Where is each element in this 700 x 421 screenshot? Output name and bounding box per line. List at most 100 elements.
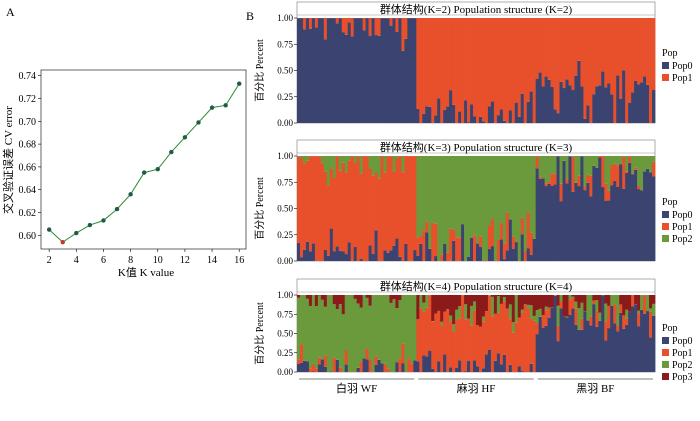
- structure-bar-pop2: [520, 156, 525, 218]
- structure-bar-pop0: [443, 243, 447, 261]
- structure-bar-pop1: [490, 316, 495, 372]
- structure-bar-pop1: [440, 254, 444, 261]
- structure-bar-pop1: [434, 313, 438, 372]
- structure-bar-pop0: [377, 359, 381, 372]
- structure-bar-pop1: [628, 18, 632, 103]
- structure-bar-pop0: [467, 256, 471, 261]
- structure-bar-pop0: [395, 31, 399, 124]
- structure-bar-pop0: [571, 308, 575, 372]
- structure-bar-pop3: [455, 295, 459, 310]
- structure-bar-pop0: [338, 18, 343, 123]
- structure-bar-pop0: [604, 87, 608, 123]
- structure-bar-pop3: [446, 295, 450, 310]
- structure-bar-pop2: [473, 301, 477, 311]
- structure-bar-pop1: [470, 18, 474, 105]
- structure-bar-pop0: [398, 18, 402, 123]
- structure-bar-pop0: [556, 156, 560, 261]
- structure-bar-pop0: [311, 371, 316, 372]
- structure-bar-pop3: [544, 295, 548, 307]
- structure-bar-pop1: [347, 160, 352, 243]
- legend-title: Pop: [662, 48, 678, 59]
- legend-swatch-pop1: [662, 349, 669, 356]
- structure-bar-pop0: [493, 360, 498, 372]
- structure-bar-pop3: [583, 295, 587, 312]
- structure-bar-pop2: [452, 156, 456, 230]
- structure-bar-pop2: [586, 156, 590, 175]
- structure-bar-pop3: [496, 295, 501, 297]
- structure-bar-pop2: [458, 306, 462, 319]
- structure-bar-pop2: [401, 295, 405, 344]
- structure-bar-pop2: [544, 306, 548, 311]
- structure-bar-pop1: [425, 18, 429, 107]
- structure-bar-pop1: [440, 18, 444, 123]
- structure-bar-pop0: [458, 360, 462, 372]
- structure-bar-pop1: [419, 308, 423, 372]
- structure-bar-pop1: [553, 295, 557, 296]
- cv-point: [128, 192, 133, 197]
- structure-bar-pop1: [625, 18, 629, 123]
- structure-bar-pop2: [589, 295, 593, 317]
- structure-bar-pop1: [452, 331, 456, 372]
- structure-bar-pop1: [586, 18, 590, 106]
- structure-bar-pop1: [347, 18, 352, 23]
- structure-bar-pop0: [652, 90, 656, 123]
- structure-bar-pop1: [374, 356, 378, 365]
- structure-bar-pop0: [413, 360, 417, 372]
- structure-bar-pop1: [452, 18, 456, 105]
- structure-bar-pop2: [514, 295, 519, 323]
- structure-bar-pop0: [526, 101, 531, 123]
- structure-bar-pop2: [341, 314, 346, 372]
- structure-bar-pop1: [425, 307, 429, 357]
- structure-bar-pop3: [449, 295, 453, 316]
- structure-bar-pop0: [425, 356, 429, 372]
- structure-bar-pop0: [476, 243, 480, 261]
- structure-bar-pop0: [643, 76, 647, 123]
- structure-bar-pop1: [604, 183, 608, 201]
- structure-bar-pop1: [487, 295, 492, 350]
- structure-y-tick-label: 0.50: [277, 204, 293, 214]
- structure-bar-pop1: [502, 243, 507, 260]
- structure-bar-pop0: [544, 325, 548, 372]
- structure-bar-pop2: [559, 295, 563, 302]
- structure-bar-pop0: [404, 243, 408, 261]
- structure-bar-pop1: [529, 18, 534, 92]
- structure-bar-pop1: [526, 308, 531, 372]
- structure-bar-pop2: [502, 297, 507, 302]
- structure-bar-pop0: [499, 364, 504, 372]
- structure-y-tick-label: 0.50: [277, 329, 293, 339]
- structure-bar-pop3: [398, 295, 402, 301]
- structure-bar-pop2: [407, 295, 411, 359]
- structure-bar-pop0: [416, 256, 420, 261]
- structure-bar-pop0: [347, 22, 352, 124]
- structure-bar-pop2: [595, 300, 599, 312]
- structure-bar-pop0: [625, 324, 629, 372]
- structure-bar-pop0: [550, 186, 554, 261]
- structure-bar-pop1: [544, 183, 548, 187]
- structure-bar-pop3: [314, 295, 319, 307]
- structure-bar-pop1: [481, 18, 486, 122]
- structure-bar-pop0: [413, 250, 417, 261]
- structure-bar-pop1: [416, 18, 420, 109]
- structure-bar-pop2: [329, 295, 334, 372]
- structure-bar-pop1: [473, 310, 477, 361]
- structure-bar-pop0: [631, 174, 635, 261]
- structure-bar-pop2: [386, 295, 390, 369]
- structure-bar-pop1: [395, 158, 399, 239]
- structure-bar-pop1: [338, 170, 343, 251]
- structure-bar-pop2: [643, 156, 647, 172]
- structure-bar-pop1: [458, 237, 462, 261]
- structure-panel-k4: 群体结构(K=4) Population structure (K=4) 0.00…: [254, 278, 693, 383]
- structure-bar-pop1: [374, 173, 378, 231]
- structure-bar-pop1: [559, 183, 563, 202]
- structure-bar-pop2: [431, 156, 435, 223]
- structure-bar-pop1: [481, 321, 486, 369]
- structure-bar-pop1: [526, 212, 531, 249]
- structure-bar-pop1: [634, 167, 638, 170]
- cv-point: [155, 166, 160, 172]
- structure-bar-pop1: [434, 223, 438, 257]
- structure-bar-pop0: [547, 317, 551, 372]
- structure-bar-pop3: [440, 295, 444, 322]
- structure-bar-pop1: [341, 18, 346, 33]
- structure-bar-pop1: [297, 359, 301, 364]
